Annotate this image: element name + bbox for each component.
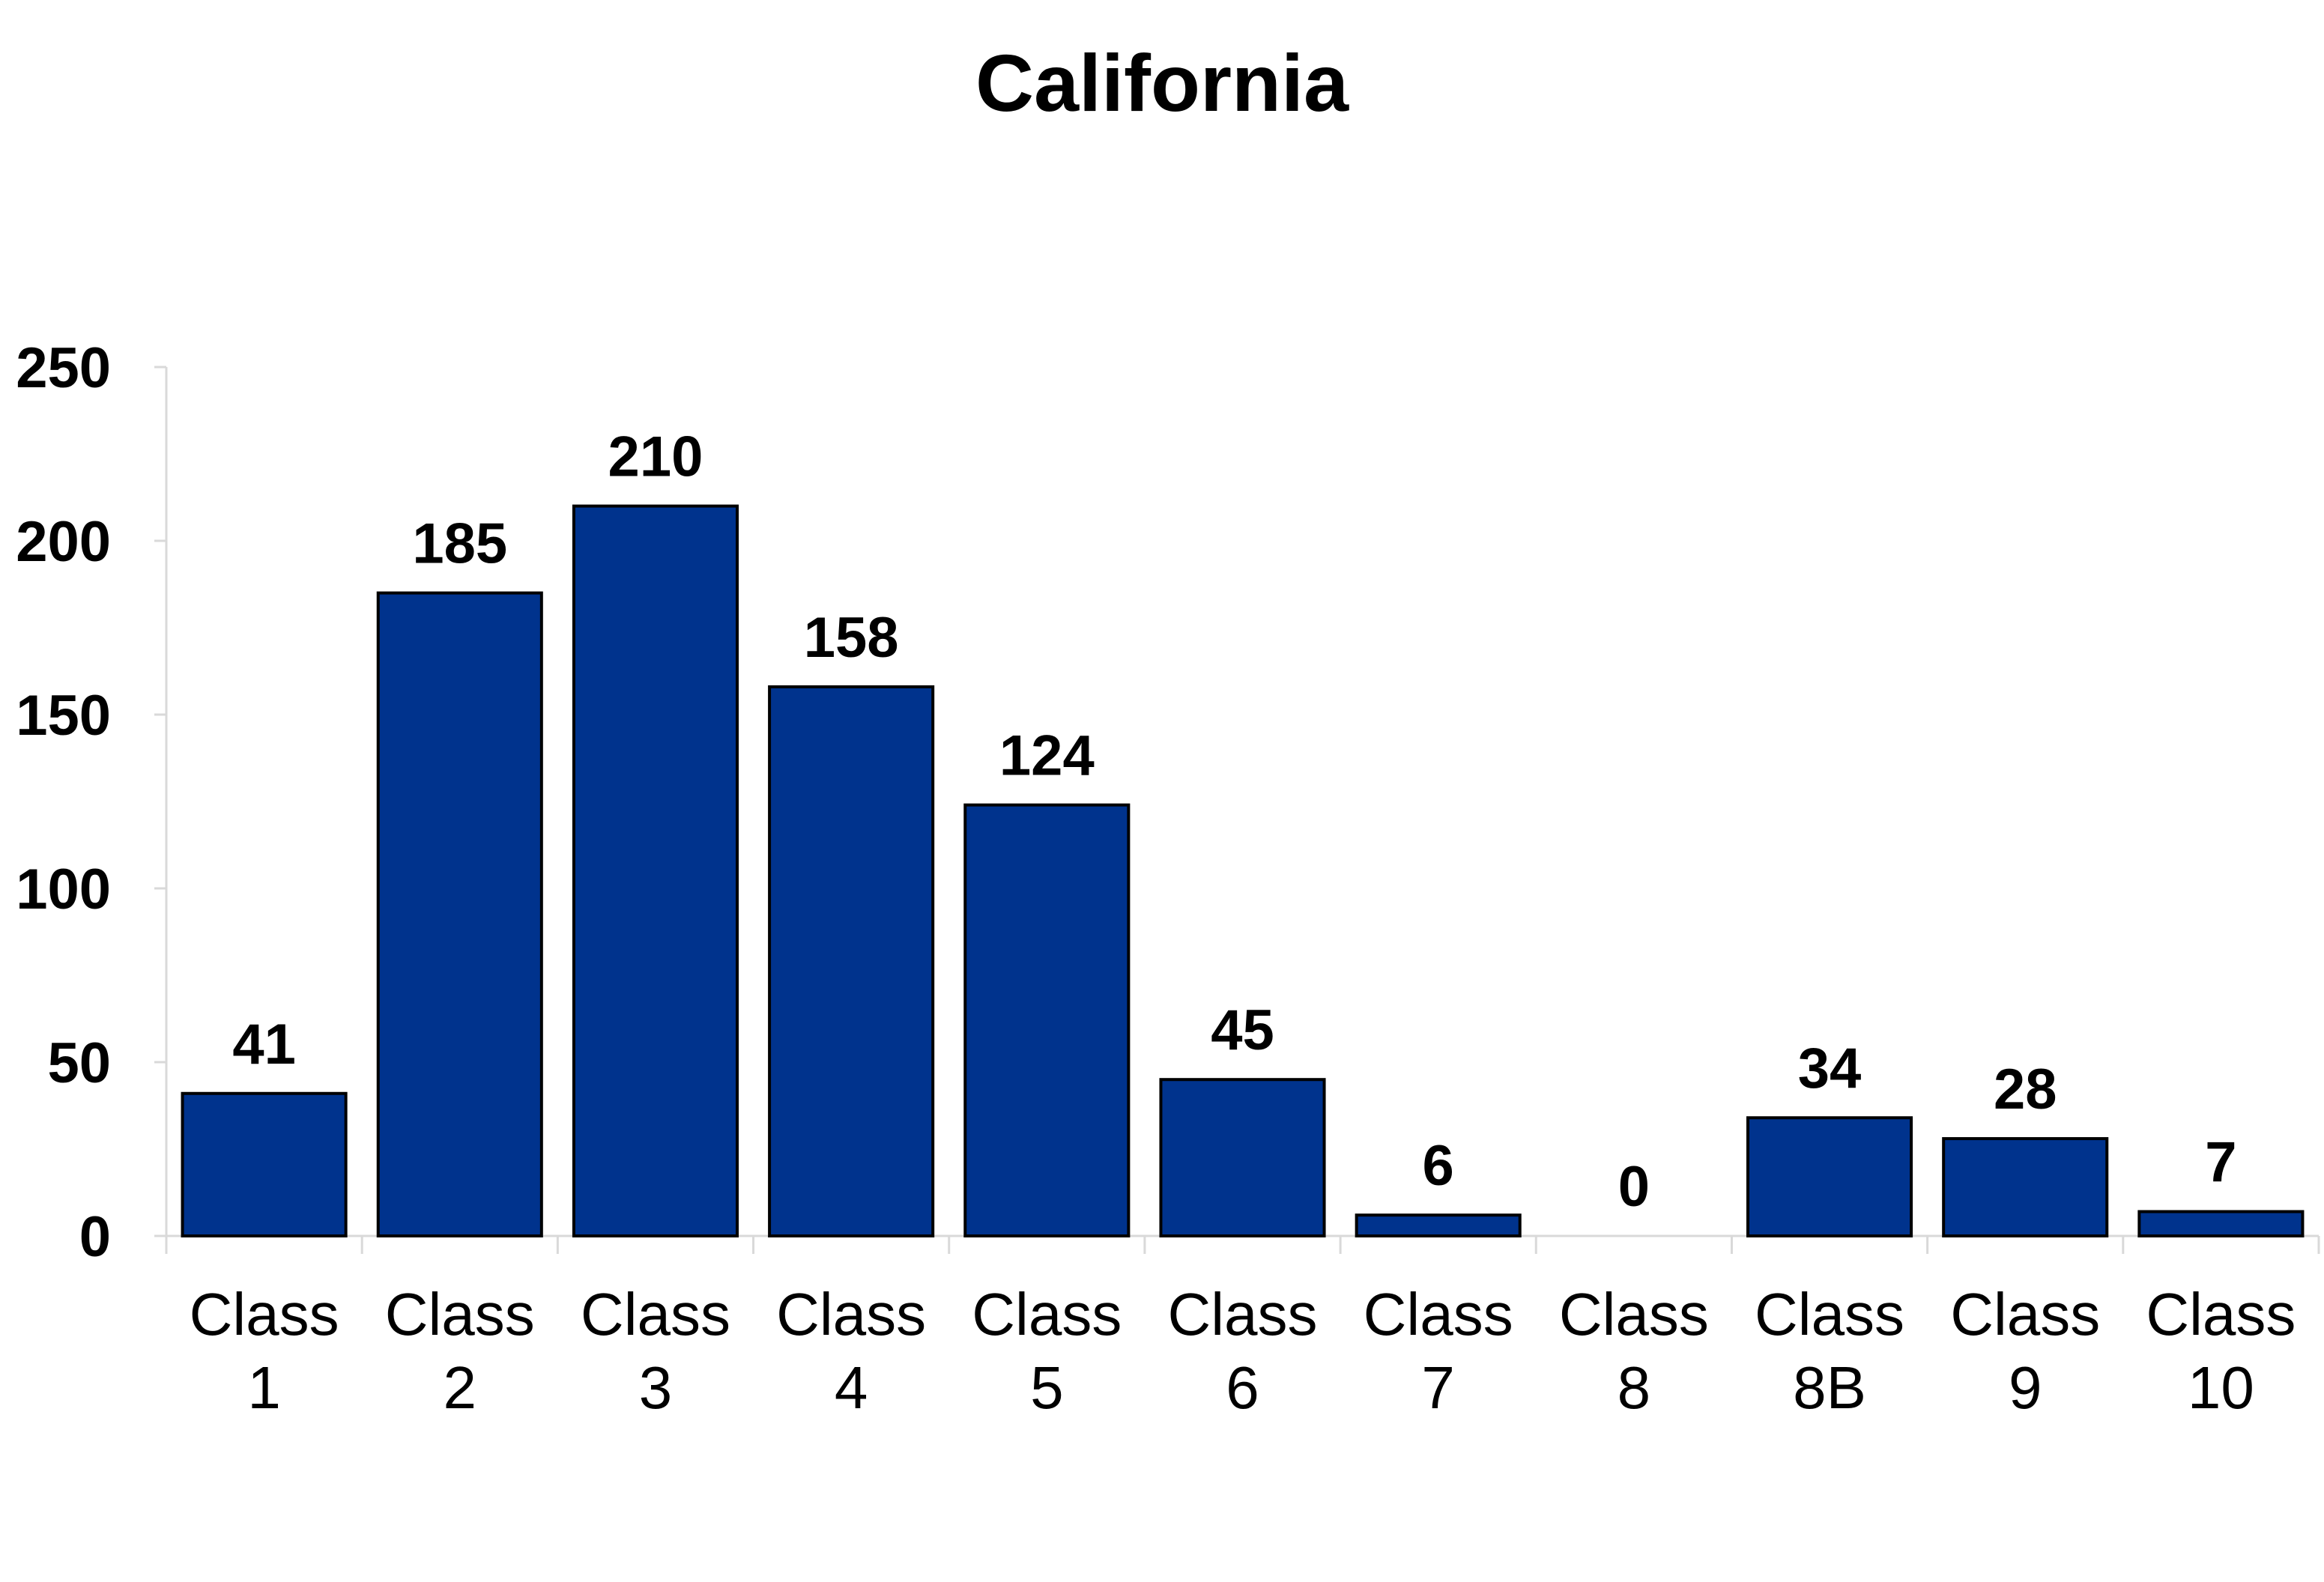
data-label: 45 — [1211, 998, 1274, 1062]
data-label: 124 — [999, 724, 1095, 788]
data-label: 185 — [412, 512, 507, 576]
y-axis: 0 50 100 150 200 250 — [16, 336, 168, 1269]
bar — [1355, 1213, 1522, 1238]
data-label: 158 — [804, 606, 899, 670]
bar — [768, 685, 935, 1237]
x-tick-label-line: Class — [1364, 1281, 1513, 1348]
x-tick-label: Class 8B — [1755, 1281, 1904, 1421]
x-tick-label: Class 1 — [190, 1281, 339, 1421]
bar — [181, 1091, 348, 1238]
x-tick-label-line: 2 — [444, 1354, 477, 1421]
x-tick-label: Class 5 — [972, 1281, 1122, 1421]
x-tick-label-line: 3 — [639, 1354, 673, 1421]
x-tick-label-line: 4 — [835, 1354, 868, 1421]
x-tick-label: Class 2 — [385, 1281, 535, 1421]
data-label: 6 — [1423, 1134, 1454, 1198]
x-tick-label-line: 7 — [1421, 1354, 1455, 1421]
bar — [963, 803, 1131, 1237]
bar — [1942, 1137, 2109, 1237]
x-tick-label: Class 10 — [2146, 1281, 2296, 1421]
x-tick-label-line: Class — [385, 1281, 535, 1348]
bars — [181, 504, 2305, 1238]
data-labels: 41 185 210 158 124 45 6 0 34 28 7 — [232, 425, 2236, 1219]
x-tick-label: Class 6 — [1167, 1281, 1317, 1421]
y-tick-label: 0 — [79, 1205, 111, 1269]
x-tick-label-line: Class — [972, 1281, 1122, 1348]
x-tick-label-line: 6 — [1226, 1354, 1259, 1421]
x-tick-label: Class 3 — [581, 1281, 730, 1421]
x-tick-label-line: Class — [1167, 1281, 1317, 1348]
y-tick-label: 200 — [16, 510, 111, 574]
x-tick-label-line: 10 — [2188, 1354, 2254, 1421]
data-label: 28 — [1994, 1058, 2057, 1121]
bar — [572, 504, 739, 1237]
x-tick-label: Class 9 — [1950, 1281, 2100, 1421]
x-tick-label-line: Class — [2146, 1281, 2296, 1348]
x-tick-label-line: 5 — [1030, 1354, 1064, 1421]
bar — [2137, 1210, 2305, 1238]
data-label: 34 — [1798, 1037, 1862, 1100]
x-tick-label-line: Class — [190, 1281, 339, 1348]
bar — [1159, 1078, 1326, 1237]
y-tick-label: 50 — [47, 1031, 111, 1095]
y-tick-label: 150 — [16, 684, 111, 748]
data-label: 0 — [1618, 1155, 1650, 1219]
data-label: 7 — [2205, 1131, 2236, 1195]
x-tick-label-line: Class — [776, 1281, 926, 1348]
x-tick-label: Class 7 — [1364, 1281, 1513, 1421]
y-tick-label: 250 — [16, 336, 111, 400]
bar — [376, 591, 543, 1237]
x-tick-label: Class 8 — [1559, 1281, 1709, 1421]
x-tick-label-line: Class — [1755, 1281, 1904, 1348]
bar — [1746, 1116, 1913, 1237]
x-tick-label-line: 8B — [1793, 1354, 1866, 1421]
x-tick-label-line: 9 — [2009, 1354, 2042, 1421]
x-tick-label-line: 8 — [1618, 1354, 1651, 1421]
y-tick-label: 100 — [16, 858, 111, 921]
data-label: 41 — [232, 1013, 296, 1076]
chart-title: California — [975, 37, 1349, 128]
data-label: 210 — [608, 425, 703, 489]
x-tick-label: Class 4 — [776, 1281, 926, 1421]
x-tick-label-line: 1 — [247, 1354, 281, 1421]
x-tick-label-line: Class — [1559, 1281, 1709, 1348]
x-tick-label-line: Class — [1950, 1281, 2100, 1348]
x-tick-label-line: Class — [581, 1281, 730, 1348]
